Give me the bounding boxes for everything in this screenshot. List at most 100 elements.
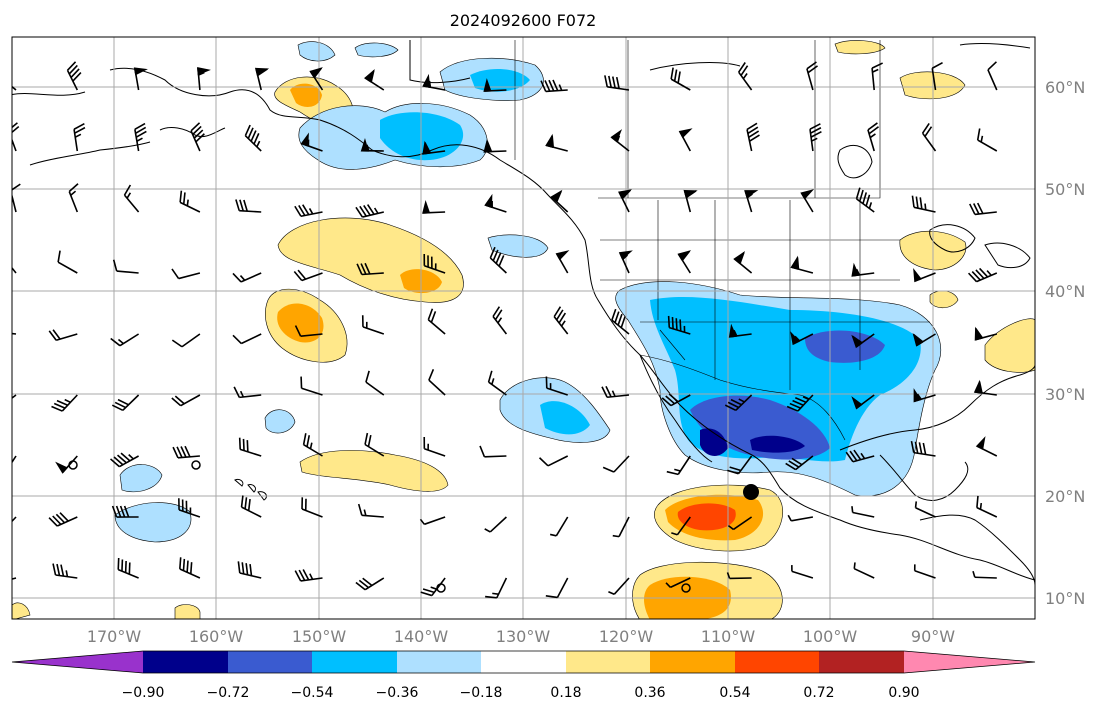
calm-wind-marker bbox=[436, 583, 446, 593]
wind-barb bbox=[744, 190, 759, 213]
lat-label: 30°N bbox=[1045, 385, 1085, 404]
strong-negative-core bbox=[700, 428, 728, 456]
wind-barb bbox=[974, 326, 998, 341]
wind-barb bbox=[733, 251, 753, 274]
wind-barb bbox=[987, 61, 998, 91]
negative-anomaly-core bbox=[540, 401, 590, 435]
wind-barb bbox=[364, 432, 385, 457]
wind-barb bbox=[178, 498, 201, 518]
wind-barb bbox=[423, 436, 446, 457]
wind-barb bbox=[800, 189, 815, 213]
wind-barb bbox=[171, 268, 201, 280]
wind-barb bbox=[871, 62, 883, 91]
wind-barb bbox=[914, 501, 936, 518]
wind-barb bbox=[112, 259, 139, 274]
wind-barb bbox=[550, 189, 569, 213]
negative-anomaly-region bbox=[487, 234, 549, 258]
wind-barb bbox=[171, 394, 201, 407]
calm-wind-marker bbox=[191, 460, 201, 470]
wind-barb bbox=[109, 452, 139, 468]
longitude-labels: 170°W 160°W 150°W 140°W 130°W 120°W 110°… bbox=[87, 627, 955, 646]
wind-barb bbox=[171, 333, 201, 348]
calm-wind-marker bbox=[68, 460, 78, 470]
wind-barb bbox=[232, 333, 262, 345]
wind-barb bbox=[68, 183, 79, 213]
colorbar-tick-label: 0.18 bbox=[550, 685, 581, 701]
wind-barb bbox=[845, 449, 875, 463]
lon-label: 140°W bbox=[394, 627, 449, 646]
map-title: 2024092600 F072 bbox=[450, 11, 597, 30]
storm-center-marker bbox=[743, 484, 759, 500]
lon-label: 170°W bbox=[87, 627, 142, 646]
colorbar-extend-min bbox=[12, 651, 143, 673]
lat-label: 10°N bbox=[1045, 589, 1085, 608]
wind-barb bbox=[489, 246, 507, 274]
colorbar-tick-label: −0.36 bbox=[376, 685, 419, 701]
wind-barb bbox=[604, 75, 630, 91]
wind-barb bbox=[540, 79, 568, 93]
wind-barb bbox=[618, 250, 633, 274]
strong-positive-core bbox=[677, 503, 736, 531]
wind-barb bbox=[728, 323, 752, 338]
wind-barb bbox=[111, 505, 139, 518]
wind-barb bbox=[667, 315, 691, 335]
colorbar-segment bbox=[228, 651, 312, 673]
negative-anomaly-region bbox=[264, 409, 296, 434]
wind-barb bbox=[912, 332, 936, 347]
lon-label: 150°W bbox=[292, 627, 347, 646]
wind-barb bbox=[549, 516, 569, 537]
wind-barb bbox=[972, 570, 997, 579]
colorbar-segment bbox=[650, 651, 735, 673]
wind-barb bbox=[487, 370, 507, 396]
colorbar-segment bbox=[735, 651, 819, 673]
wind-barb bbox=[179, 190, 201, 213]
wind-barb bbox=[931, 61, 943, 91]
wind-barb bbox=[483, 78, 507, 92]
wind-barb bbox=[545, 133, 568, 152]
wind-barb bbox=[665, 577, 691, 589]
wind-barb bbox=[238, 437, 262, 457]
wind-barb bbox=[309, 67, 324, 91]
coastlines bbox=[12, 40, 1035, 586]
wind-barb bbox=[671, 516, 691, 536]
wind-barb bbox=[66, 61, 82, 91]
wind-barb bbox=[134, 122, 147, 152]
negative-anomaly-region bbox=[119, 464, 163, 493]
wind-barb bbox=[969, 202, 997, 216]
wind-barb bbox=[232, 272, 262, 283]
wind-barb bbox=[294, 325, 323, 337]
wind-barb bbox=[683, 189, 698, 213]
wind-barb bbox=[12, 255, 17, 274]
wind-barb bbox=[976, 495, 998, 518]
lon-label: 100°W bbox=[803, 627, 858, 646]
wind-barb bbox=[618, 189, 633, 213]
positive-anomaly-core bbox=[277, 303, 324, 343]
colorbar-segment bbox=[819, 651, 904, 673]
lon-label: 120°W bbox=[599, 627, 654, 646]
colorbar-tick-label: −0.54 bbox=[291, 685, 334, 701]
wind-barb bbox=[855, 187, 875, 213]
wind-barb bbox=[48, 329, 78, 342]
colorbar-tick-label: 0.72 bbox=[803, 685, 834, 701]
wind-barb bbox=[786, 394, 814, 412]
colorbar-segment bbox=[397, 651, 481, 673]
colorbar-tick-labels: −0.90 −0.72 −0.54 −0.36 −0.18 0.18 0.36 … bbox=[122, 685, 920, 701]
negative-anomaly-region bbox=[354, 42, 399, 58]
wind-barb bbox=[117, 557, 139, 579]
wind-barb bbox=[197, 67, 211, 91]
wind-barb bbox=[787, 514, 814, 522]
wind-barb bbox=[293, 269, 323, 282]
negative-anomaly-region bbox=[297, 41, 336, 62]
positive-anomaly-region bbox=[834, 40, 886, 55]
wind-barb bbox=[853, 562, 875, 579]
strongest-negative-core bbox=[750, 435, 805, 453]
wind-barb bbox=[602, 455, 630, 473]
wind-barb bbox=[360, 137, 384, 152]
wind-barb bbox=[133, 67, 148, 91]
wind-barb bbox=[612, 516, 630, 538]
wind-barb bbox=[601, 385, 630, 399]
negative-anomaly-core bbox=[380, 112, 464, 161]
wind-barb bbox=[913, 564, 936, 579]
wind-barb bbox=[746, 122, 760, 152]
